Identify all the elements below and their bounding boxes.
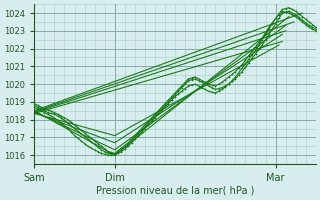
X-axis label: Pression niveau de la mer( hPa ): Pression niveau de la mer( hPa ) — [96, 186, 254, 196]
